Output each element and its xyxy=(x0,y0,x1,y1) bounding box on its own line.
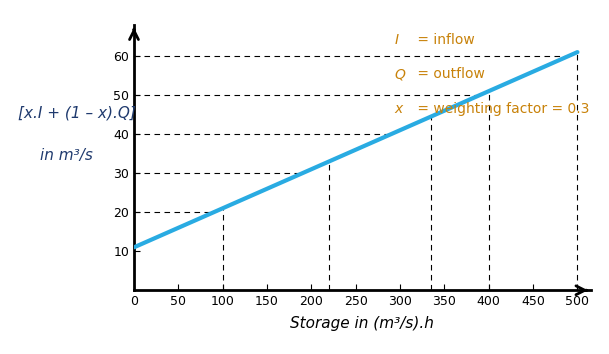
Text: = outflow: = outflow xyxy=(412,67,485,81)
Text: x: x xyxy=(395,102,403,116)
Text: [x.I + (1 – x).Q]: [x.I + (1 – x).Q] xyxy=(18,106,136,121)
Text: in m³/s: in m³/s xyxy=(40,148,93,163)
Text: I: I xyxy=(395,33,398,47)
Text: Q: Q xyxy=(395,67,405,81)
Text: = inflow: = inflow xyxy=(412,33,474,47)
X-axis label: Storage in (m³/s).h: Storage in (m³/s).h xyxy=(290,316,434,331)
Text: = weighting factor = 0.3: = weighting factor = 0.3 xyxy=(412,102,589,116)
